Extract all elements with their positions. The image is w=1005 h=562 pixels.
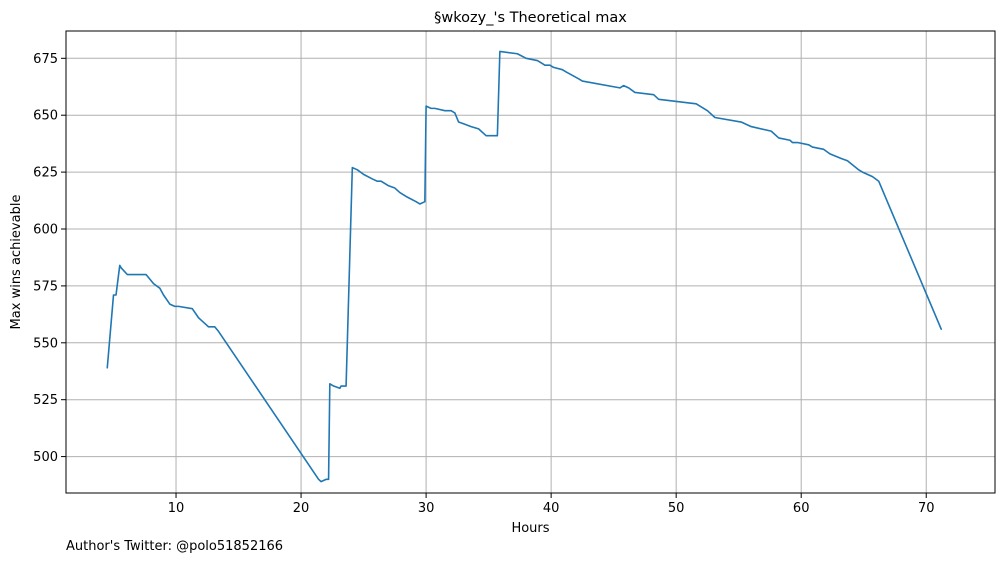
author-twitter-note: Author's Twitter: @polo51852166: [66, 539, 283, 554]
x-tick-label: 60: [793, 501, 810, 516]
y-tick-label: 675: [33, 52, 58, 67]
y-tick-label: 575: [33, 279, 58, 294]
x-axis-label: Hours: [511, 521, 549, 536]
y-axis-label: Max wins achievable: [9, 195, 24, 330]
plot-frame: [65, 30, 996, 494]
ticks: 10 20 30 40 50 60 70 500 525 550 575 600 625 650 675: [33, 52, 934, 516]
x-tick-label: 40: [543, 501, 560, 516]
y-tick-label: 650: [33, 109, 58, 124]
y-tick-label: 500: [33, 450, 58, 465]
y-tick-label: 550: [33, 336, 58, 351]
x-tick-label: 20: [293, 501, 310, 516]
y-tick-label: 600: [33, 223, 58, 238]
y-tick-label: 625: [33, 166, 58, 181]
chart-title: §wkozy_'s Theoretical max: [434, 10, 627, 26]
x-tick-label: 10: [168, 501, 185, 516]
y-tick-label: 525: [33, 393, 58, 408]
x-tick-label: 70: [918, 501, 935, 516]
x-tick-label: 30: [418, 501, 435, 516]
series-line: [106, 50, 943, 483]
x-tick-label: 50: [668, 501, 685, 516]
series-layer: [106, 50, 943, 483]
